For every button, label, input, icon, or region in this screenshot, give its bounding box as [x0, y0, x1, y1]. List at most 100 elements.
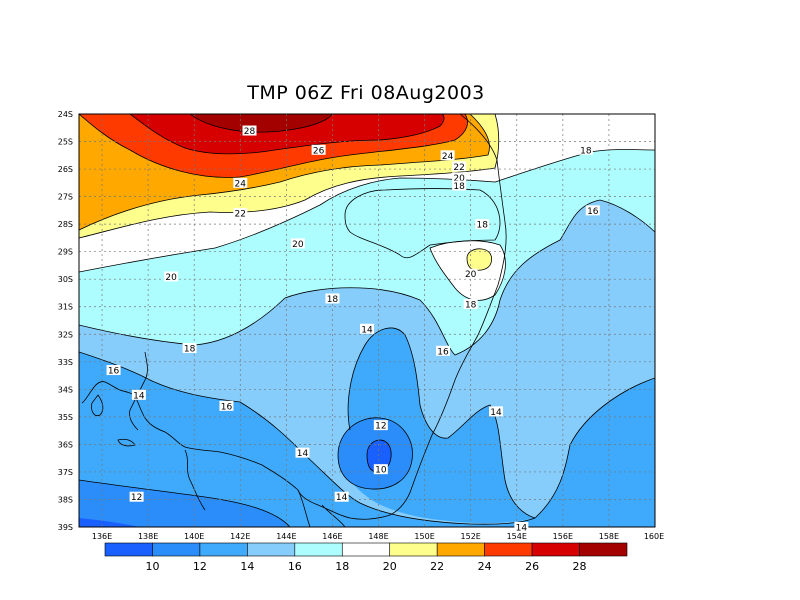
- longitude-axis: 136E 138E 140E 142E 144E 146E 148E 150E 152E 154E…: [92, 532, 664, 541]
- colorbar-label: 24: [478, 560, 492, 573]
- lat-tick-label: 39S: [58, 523, 73, 532]
- colorbar: 10 12 14 16 18 20 22 24 26 28: [104, 542, 628, 573]
- svg-text:20: 20: [465, 270, 477, 280]
- svg-text:10: 10: [375, 466, 387, 476]
- svg-text:16: 16: [221, 402, 233, 412]
- lon-tick-label: 146E: [322, 532, 342, 541]
- lon-tick-label: 148E: [368, 532, 388, 541]
- svg-text:18: 18: [184, 345, 196, 355]
- latitude-axis: 24S 25S 26S 27S 28S 29S 30S 31S 32S 33S 34S 35S 36S 3…: [58, 110, 73, 532]
- contour-label: 22: [452, 161, 467, 173]
- lat-tick-label: 37S: [58, 468, 73, 477]
- contour-label: 24: [233, 177, 248, 189]
- svg-text:18: 18: [453, 182, 465, 192]
- colorbar-label: 12: [193, 560, 207, 573]
- colorbar-label: 26: [525, 560, 539, 573]
- contour-label: 20: [290, 238, 305, 250]
- svg-text:18: 18: [327, 295, 339, 305]
- svg-text:14: 14: [336, 493, 348, 503]
- colorbar-label: 18: [335, 560, 349, 573]
- colorbar-label: 14: [240, 560, 254, 573]
- svg-text:12: 12: [131, 493, 142, 503]
- svg-text:14: 14: [516, 524, 528, 534]
- contour-label: 10: [373, 464, 388, 476]
- svg-text:28: 28: [244, 127, 256, 137]
- filled-contours: [79, 114, 655, 527]
- svg-text:22: 22: [235, 210, 246, 220]
- colorbar-label: 10: [145, 560, 159, 573]
- contour-label: 16: [585, 205, 600, 217]
- contour-label: 24: [440, 150, 455, 162]
- colorbar-swatch: [152, 542, 201, 557]
- contour-label: 18: [325, 293, 340, 305]
- contour-label: 14: [489, 406, 504, 418]
- lat-tick-label: 36S: [58, 440, 73, 449]
- contour-label: 18: [463, 298, 478, 310]
- lon-tick-label: 158E: [599, 532, 619, 541]
- lat-tick-label: 31S: [58, 303, 73, 312]
- lon-tick-label: 138E: [138, 532, 158, 541]
- contour-label: 18: [475, 219, 490, 231]
- svg-text:12: 12: [375, 422, 386, 432]
- svg-text:16: 16: [587, 207, 599, 217]
- contour-label: 14: [360, 323, 374, 335]
- map-title: TMP 06Z Fri 08Aug2003: [247, 82, 485, 104]
- svg-text:14: 14: [133, 391, 145, 401]
- colorbar-swatch: [104, 542, 153, 557]
- lat-tick-label: 26S: [58, 165, 73, 174]
- colorbar-swatch: [579, 542, 628, 557]
- band-below-10-corner: [79, 518, 140, 527]
- contour-label: 12: [129, 491, 144, 503]
- lon-tick-label: 160E: [644, 532, 664, 541]
- svg-text:16: 16: [108, 367, 120, 377]
- lat-tick-label: 25S: [58, 138, 73, 147]
- svg-text:24: 24: [235, 179, 247, 189]
- contour-label: 14: [514, 522, 529, 534]
- colorbar-swatch: [436, 542, 485, 557]
- band-20-22-blob: [467, 248, 492, 271]
- contour-label: 26: [311, 144, 326, 156]
- colorbar-swatch: [389, 542, 438, 557]
- contour-label: 20: [452, 172, 467, 184]
- colorbar-swatch: [247, 542, 296, 557]
- colorbar-label: 28: [573, 560, 587, 573]
- contour-label: 18: [182, 343, 197, 355]
- lat-tick-label: 28S: [58, 220, 73, 229]
- lat-tick-label: 29S: [58, 248, 73, 257]
- colorbar-swatch: [294, 542, 343, 557]
- lon-tick-label: 150E: [414, 532, 434, 541]
- contour-label: 16: [436, 345, 451, 357]
- contour-label: 14: [334, 491, 349, 503]
- lon-tick-label: 142E: [230, 532, 250, 541]
- contour-label: 14: [131, 389, 146, 401]
- svg-text:20: 20: [292, 240, 304, 250]
- svg-text:18: 18: [465, 300, 477, 310]
- band-below-10-center: [367, 440, 392, 472]
- colorbar-swatch: [531, 542, 580, 557]
- lat-tick-label: 35S: [58, 413, 73, 422]
- colorbar-swatch: [341, 542, 391, 557]
- contour-label: 18: [578, 144, 593, 156]
- svg-text:14: 14: [490, 408, 502, 418]
- lon-tick-label: 136E: [92, 532, 112, 541]
- lon-tick-label: 140E: [184, 532, 204, 541]
- svg-text:14: 14: [361, 325, 373, 335]
- lat-tick-label: 32S: [58, 330, 73, 339]
- contour-label: 28: [242, 125, 257, 137]
- lat-tick-label: 24S: [58, 110, 73, 119]
- svg-text:18: 18: [580, 146, 592, 156]
- band-16-18-pocket: [345, 188, 500, 258]
- contour-label: 12: [373, 420, 388, 432]
- svg-text:22: 22: [453, 163, 464, 173]
- contour-label: 16: [106, 365, 121, 377]
- colorbar-label: 16: [288, 560, 302, 573]
- contour-label: 20: [164, 271, 179, 283]
- colorbar-label: 20: [383, 560, 397, 573]
- contour-label: 14: [295, 447, 310, 459]
- svg-text:18: 18: [476, 221, 488, 231]
- colorbar-label: 22: [430, 560, 444, 573]
- lat-tick-label: 33S: [58, 358, 73, 367]
- contour-label: 20: [463, 268, 478, 280]
